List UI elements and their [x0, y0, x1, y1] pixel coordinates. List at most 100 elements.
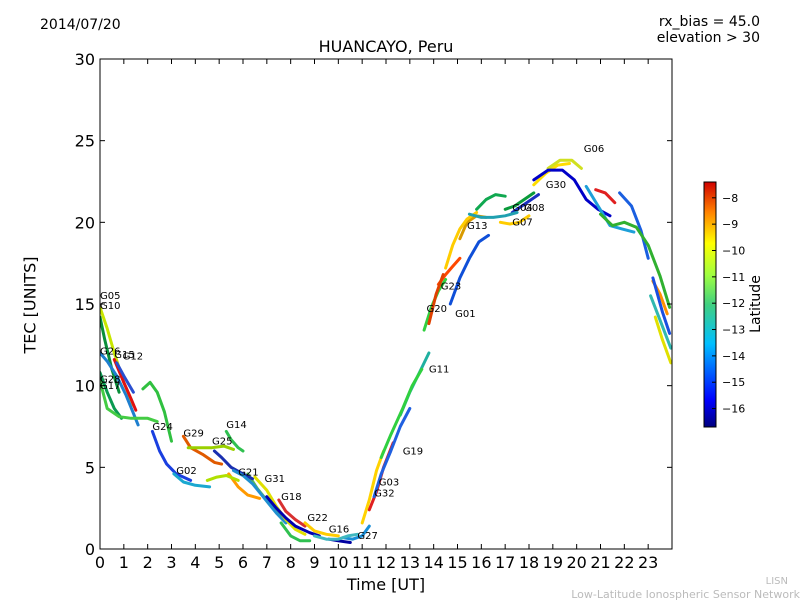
- x-tick-label: 4: [190, 553, 200, 572]
- x-tick-label: 20: [566, 553, 586, 572]
- series-G29: [181, 434, 224, 466]
- annotation-G03: G03: [379, 477, 399, 488]
- colorbar-tick-label: −13: [722, 324, 745, 337]
- y-tick-label: 0: [85, 540, 95, 559]
- annotation-G05: G05: [100, 291, 120, 302]
- chart-title: HUANCAYO, Peru: [318, 37, 454, 56]
- series-A10: [141, 380, 173, 443]
- annotation-G10: G10: [100, 301, 120, 312]
- colorbar-tick-label: −11: [722, 271, 745, 284]
- x-tick-label: 2: [143, 553, 153, 572]
- series-G18: [277, 498, 307, 528]
- annotation-G19: G19: [403, 446, 423, 457]
- x-tick-label: 12: [376, 553, 396, 572]
- colorbar-tick-label: −15: [722, 376, 745, 389]
- series-A9: [649, 294, 672, 350]
- series-G24: [150, 429, 193, 482]
- annotation-G06: G06: [584, 144, 604, 155]
- series-A13: [232, 469, 288, 525]
- series-A18: [379, 367, 424, 459]
- bias-info: rx_bias = 45.0 elevation > 30: [657, 14, 760, 46]
- y-tick-label: 10: [75, 377, 95, 396]
- annotation-G30: G30: [546, 180, 566, 191]
- x-tick-label: 10: [328, 553, 348, 572]
- series-G08: [510, 193, 540, 214]
- annotation-G18: G18: [281, 492, 301, 503]
- series-A21: [467, 211, 519, 219]
- y-tick-label: 30: [75, 50, 95, 69]
- x-tick-label: 6: [238, 553, 248, 572]
- series-G21: [227, 472, 262, 500]
- footer-lisn: LISN: [765, 576, 788, 587]
- series-A4: [618, 191, 650, 260]
- x-tick-label: 13: [400, 553, 420, 572]
- x-tick-label: 16: [471, 553, 491, 572]
- x-tick-label: 11: [352, 553, 372, 572]
- x-tick-label: 19: [543, 553, 563, 572]
- series-A7: [651, 276, 672, 335]
- series-G17: [100, 379, 159, 424]
- y-tick-label: 25: [75, 132, 95, 151]
- series-G19: [372, 407, 412, 499]
- series-layer: [100, 158, 672, 544]
- series-A3: [594, 188, 617, 205]
- x-tick-label: 1: [119, 553, 129, 572]
- annotation-G14: G14: [226, 420, 246, 431]
- series-G27: [341, 524, 371, 541]
- annotation-G04: G04: [512, 203, 532, 214]
- x-tick-label: 9: [309, 553, 319, 572]
- annotation-G02: G02: [176, 466, 196, 477]
- annotation-G21: G21: [238, 468, 258, 479]
- x-tick-label: 5: [214, 553, 224, 572]
- colorbar-label: Latitude: [748, 275, 764, 333]
- x-tick-label: 7: [262, 553, 272, 572]
- annotation-G25: G25: [212, 437, 232, 448]
- axis-layer: 0 1 2 3 4 5 6 7 8 9 10 11 12 13 14 15 16 17 18 19 20 21 22 2305…: [75, 50, 672, 572]
- series-A22: [503, 191, 536, 211]
- colorbar-tick-label: −16: [722, 403, 745, 416]
- annotation-G31: G31: [265, 474, 285, 485]
- colorbar-tick-label: −10: [722, 244, 745, 257]
- x-tick-label: 21: [590, 553, 610, 572]
- colorbar-ticks: −8 −9 −10 −11 −12 −13 −14 −15 −16: [712, 192, 745, 416]
- annotation-G27: G27: [357, 531, 377, 542]
- series-G10: [100, 315, 121, 394]
- x-tick-label: 22: [614, 553, 634, 572]
- series-G06: [546, 158, 583, 170]
- y-tick-label: 20: [75, 213, 95, 232]
- annotation-G01: G01: [455, 309, 475, 320]
- colorbar-tick-label: −8: [722, 192, 738, 205]
- series-G02: [172, 472, 212, 489]
- x-tick-label: 3: [166, 553, 176, 572]
- annotation-G23: G23: [441, 281, 461, 292]
- series-A1: [532, 168, 612, 218]
- annotation-G29: G29: [183, 428, 203, 439]
- series-G26: [100, 351, 140, 427]
- annotation-G32: G32: [374, 489, 394, 500]
- series-G04: [475, 193, 507, 211]
- series-A8: [653, 315, 672, 365]
- series-G14: [224, 429, 245, 453]
- annotation-G20: G20: [427, 304, 447, 315]
- annotation-G28: G28: [100, 374, 120, 385]
- series-A16: [279, 521, 312, 543]
- series-G15: [112, 358, 138, 412]
- y-tick-label: 15: [75, 295, 95, 314]
- annotation-G12: G12: [123, 352, 143, 363]
- colorbar: [703, 181, 717, 428]
- date-label: 2014/07/20: [40, 17, 121, 33]
- x-tick-label: 15: [447, 553, 467, 572]
- series-G22: [303, 521, 340, 538]
- x-tick-label: 23: [638, 553, 658, 572]
- series-A12: [212, 449, 254, 481]
- series-A19: [427, 273, 445, 326]
- annotation-G17: G17: [100, 381, 120, 392]
- x-tick-label: 17: [495, 553, 515, 572]
- colorbar-tick-label: −12: [722, 297, 745, 310]
- series-A11: [205, 474, 240, 482]
- annotation-G24: G24: [152, 422, 172, 433]
- series-A15: [265, 495, 321, 538]
- annotation-G22: G22: [307, 513, 327, 524]
- series-A2: [584, 184, 636, 234]
